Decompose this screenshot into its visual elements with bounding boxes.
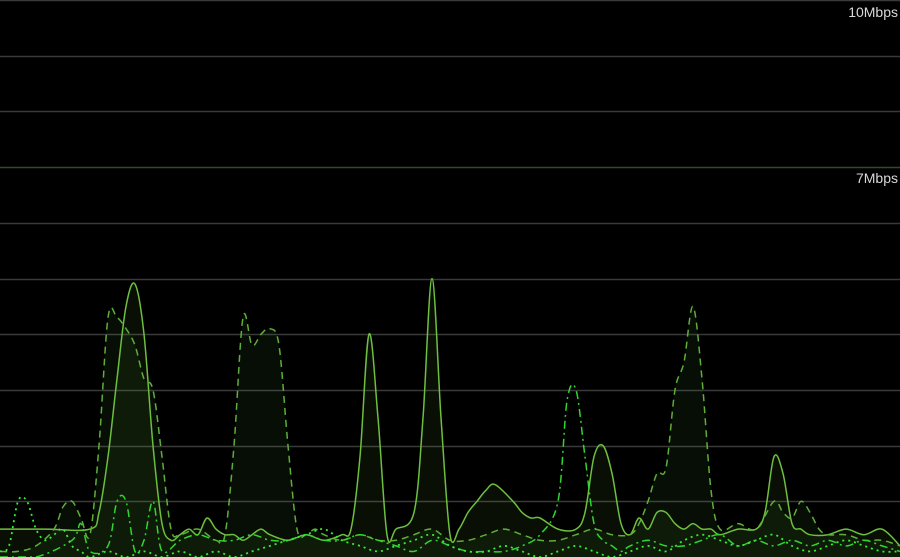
tick-labels: 10Mbps 7Mbps (848, 4, 898, 186)
y-tick-label-10: 10Mbps (848, 4, 898, 20)
series-group (0, 277, 900, 557)
series-3-line-dotted (0, 495, 900, 557)
series-1-area (0, 306, 900, 557)
y-tick-label-7: 7Mbps (856, 170, 898, 186)
series-1-line-dashed (0, 305, 900, 553)
series-0-line-solid (0, 277, 900, 547)
gridlines (0, 0, 900, 503)
